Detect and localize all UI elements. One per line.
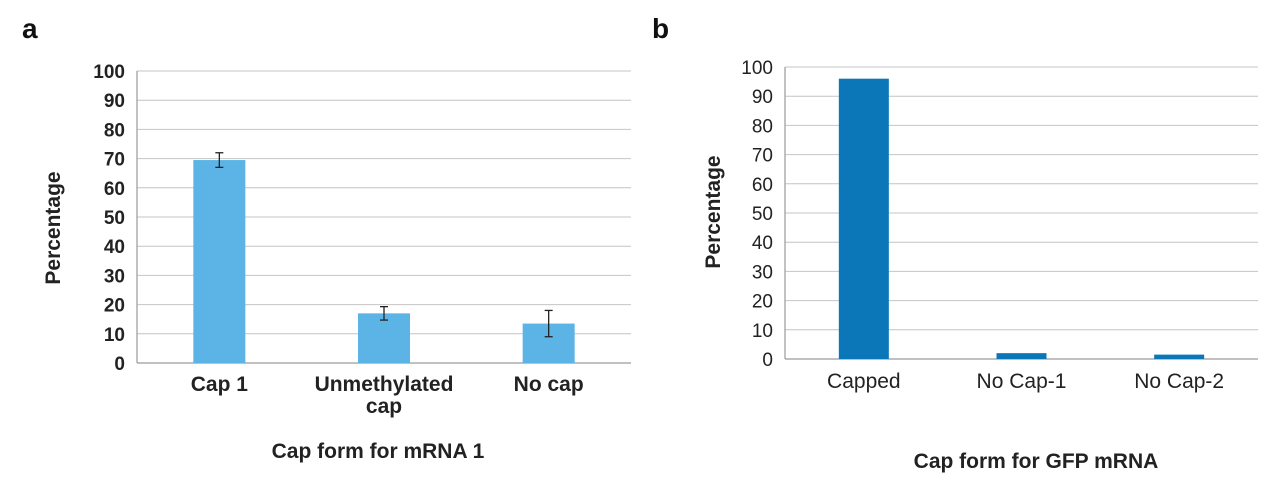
- y-tick-label-a-80: 80: [104, 120, 125, 141]
- y-tick-label-a-10: 10: [104, 325, 125, 346]
- y-axis-title-a: Percentage: [42, 171, 65, 284]
- y-tick-label-a-40: 40: [104, 237, 125, 258]
- category-label-a-3: No cap: [514, 373, 584, 396]
- bar-a-1: [193, 160, 246, 363]
- error-bar-a-3: [544, 309, 553, 338]
- y-tick-label-a-0: 0: [114, 354, 125, 375]
- y-tick-label-b-70: 70: [752, 146, 773, 167]
- panel-label-a: a: [22, 13, 38, 44]
- error-bar-a-1: [215, 152, 224, 169]
- y-tick-label-b-100: 100: [741, 58, 773, 79]
- y-tick-label-b-90: 90: [752, 87, 773, 108]
- bar-a-2: [358, 313, 410, 363]
- y-tick-label-b-10: 10: [752, 321, 773, 342]
- chart-a: 0 10 20 30 40 50 60 70 80 90 100 Cap 1 Unmethylated c…: [93, 62, 631, 418]
- y-tick-label-a-20: 20: [104, 296, 125, 317]
- bar-b-2: [996, 353, 1047, 359]
- y-tick-label-a-70: 70: [104, 150, 125, 171]
- x-axis-title-a: Cap form for mRNA 1: [272, 440, 485, 463]
- y-tick-label-b-30: 30: [752, 262, 773, 283]
- y-tick-label-b-40: 40: [752, 233, 773, 254]
- bar-b-1: [838, 78, 889, 360]
- y-tick-label-b-50: 50: [752, 204, 773, 225]
- category-label-b-2: No Cap-1: [977, 370, 1067, 393]
- error-bar-a-2: [380, 305, 388, 321]
- category-label-b-1: Capped: [827, 370, 901, 393]
- y-tick-label-a-100: 100: [93, 62, 125, 83]
- y-tick-label-a-90: 90: [104, 91, 125, 112]
- x-axis-title-b: Cap form for GFP mRNA: [914, 450, 1159, 473]
- y-tick-label-b-80: 80: [752, 116, 773, 137]
- panel-label-b: b: [652, 13, 669, 44]
- category-label-a-1: Cap 1: [191, 373, 249, 396]
- y-tick-label-a-30: 30: [104, 266, 125, 287]
- y-tick-label-a-50: 50: [104, 208, 125, 229]
- y-tick-label-a-60: 60: [104, 179, 125, 200]
- bar-b-3: [1154, 354, 1205, 359]
- y-tick-label-b-0: 0: [762, 350, 773, 371]
- chart-b: 0 10 20 30 40 50 60 70 80 90 100 Capped No Cap-1 No C…: [741, 58, 1258, 393]
- category-label-b-3: No Cap-2: [1134, 370, 1224, 393]
- y-axis-title-b: Percentage: [702, 155, 725, 268]
- y-tick-label-b-60: 60: [752, 175, 773, 196]
- y-tick-label-b-20: 20: [752, 292, 773, 313]
- category-label-a-2: Unmethylated cap: [315, 373, 454, 418]
